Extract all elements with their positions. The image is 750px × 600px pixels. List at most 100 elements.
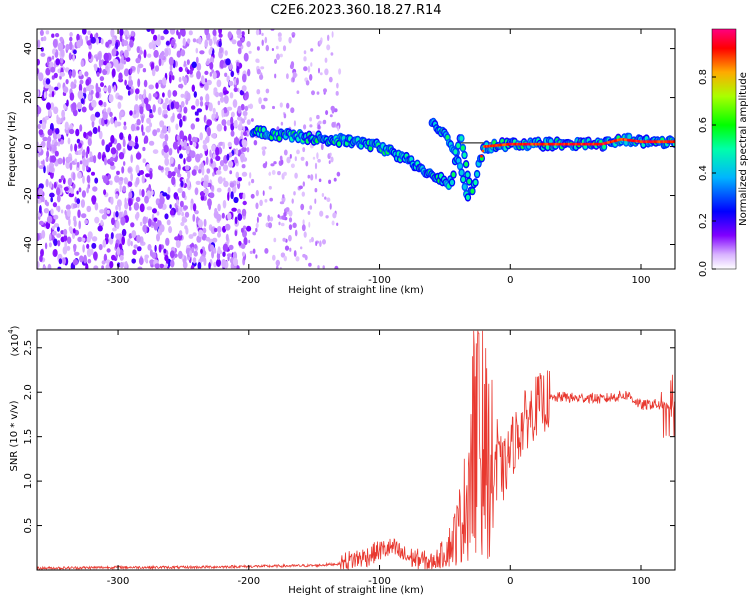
sparse-noise-blob [284,245,290,251]
noise-blob [241,37,245,42]
noise-blob [90,114,96,122]
noise-blob [144,225,147,235]
noise-blob [46,215,53,224]
noise-blob [240,130,244,138]
sparse-noise-blob [256,46,260,51]
noise-blob [130,222,135,228]
sparse-noise-blob [255,29,260,36]
sparse-noise-blob [264,36,268,44]
noise-blob [169,29,176,35]
noise-blob [67,137,71,145]
noise-blob [59,36,64,43]
noise-blob [219,160,225,167]
noise-blob [101,265,104,269]
noise-blob [213,227,218,233]
noise-blob [73,49,77,55]
y-tick-label: -20 [23,187,34,203]
noise-blob [169,250,175,259]
noise-blob [58,258,63,265]
noise-blob [174,166,178,174]
noise-blob [60,117,64,124]
noise-blob [46,165,50,174]
sparse-noise-blob [256,216,259,223]
noise-blob [214,207,218,214]
sparse-noise-blob [321,193,325,197]
noise-blob [163,29,169,35]
noise-blob [64,121,69,131]
sparse-noise-blob [253,140,258,146]
noise-blob [180,49,186,57]
colorbar-label: Normalized spectral amplitude [738,72,749,226]
sparse-noise-blob [268,185,272,190]
noise-blob [103,101,107,108]
noise-blob [119,261,124,269]
noise-blob [103,189,107,196]
sparse-noise-blob [316,114,320,120]
sparse-noise-blob [303,231,307,238]
noise-blob [138,257,144,266]
noise-blob [50,197,53,203]
noise-blob [208,48,213,56]
noise-blob [106,248,111,253]
noise-blob [68,52,72,61]
sparse-noise-blob [316,91,320,95]
noise-blob [179,206,183,213]
signal-track-blob [465,172,470,178]
sparse-noise-blob [305,160,309,167]
noise-blob [226,253,232,258]
noise-blob [153,49,159,58]
noise-blob [208,102,213,112]
sparse-noise-blob [317,265,320,269]
noise-blob [152,208,157,214]
noise-blob [127,238,131,247]
noise-blob [192,213,196,222]
noise-blob [83,254,87,264]
noise-blob [120,216,126,226]
noise-blob [66,245,71,251]
noise-blob [228,244,234,251]
noise-blob [73,243,77,250]
noise-blob [78,83,83,93]
sparse-noise-blob [276,53,280,60]
noise-blob [186,69,190,75]
noise-blob [223,90,229,95]
noise-blob [218,29,222,35]
noise-blob [130,154,133,164]
sparse-noise-blob [271,170,276,175]
signal-track-blob [460,145,465,151]
sparse-noise-blob [288,224,293,231]
noise-blob [166,219,171,226]
noise-blob [196,62,202,71]
sparse-noise-blob [329,203,332,210]
noise-blob [113,58,119,68]
noise-blob [246,41,251,48]
noise-blob [241,164,246,169]
sparse-noise-blob [274,58,277,64]
noise-blob [42,159,45,168]
noise-blob [82,244,85,253]
noise-blob [69,36,73,42]
noise-blob [143,97,149,105]
noise-blob [53,106,59,115]
noise-blob [85,85,91,92]
noise-blob [94,63,98,72]
noise-blob [194,111,198,116]
noise-blob [240,227,244,233]
noise-blob [195,47,199,54]
noise-blob [235,136,238,146]
noise-blob [243,237,248,246]
noise-blob [103,52,109,61]
noise-blob [148,42,153,50]
x-tick-label: 100 [631,576,650,587]
sparse-noise-blob [319,210,324,217]
noise-blob [167,125,171,134]
noise-blob [221,258,227,268]
noise-blob [116,246,121,256]
sparse-noise-blob [255,254,258,259]
noise-blob [205,93,210,103]
noise-blob [87,138,92,147]
noise-blob [76,138,81,144]
sparse-noise-blob [286,156,291,164]
noise-blob [235,171,240,179]
